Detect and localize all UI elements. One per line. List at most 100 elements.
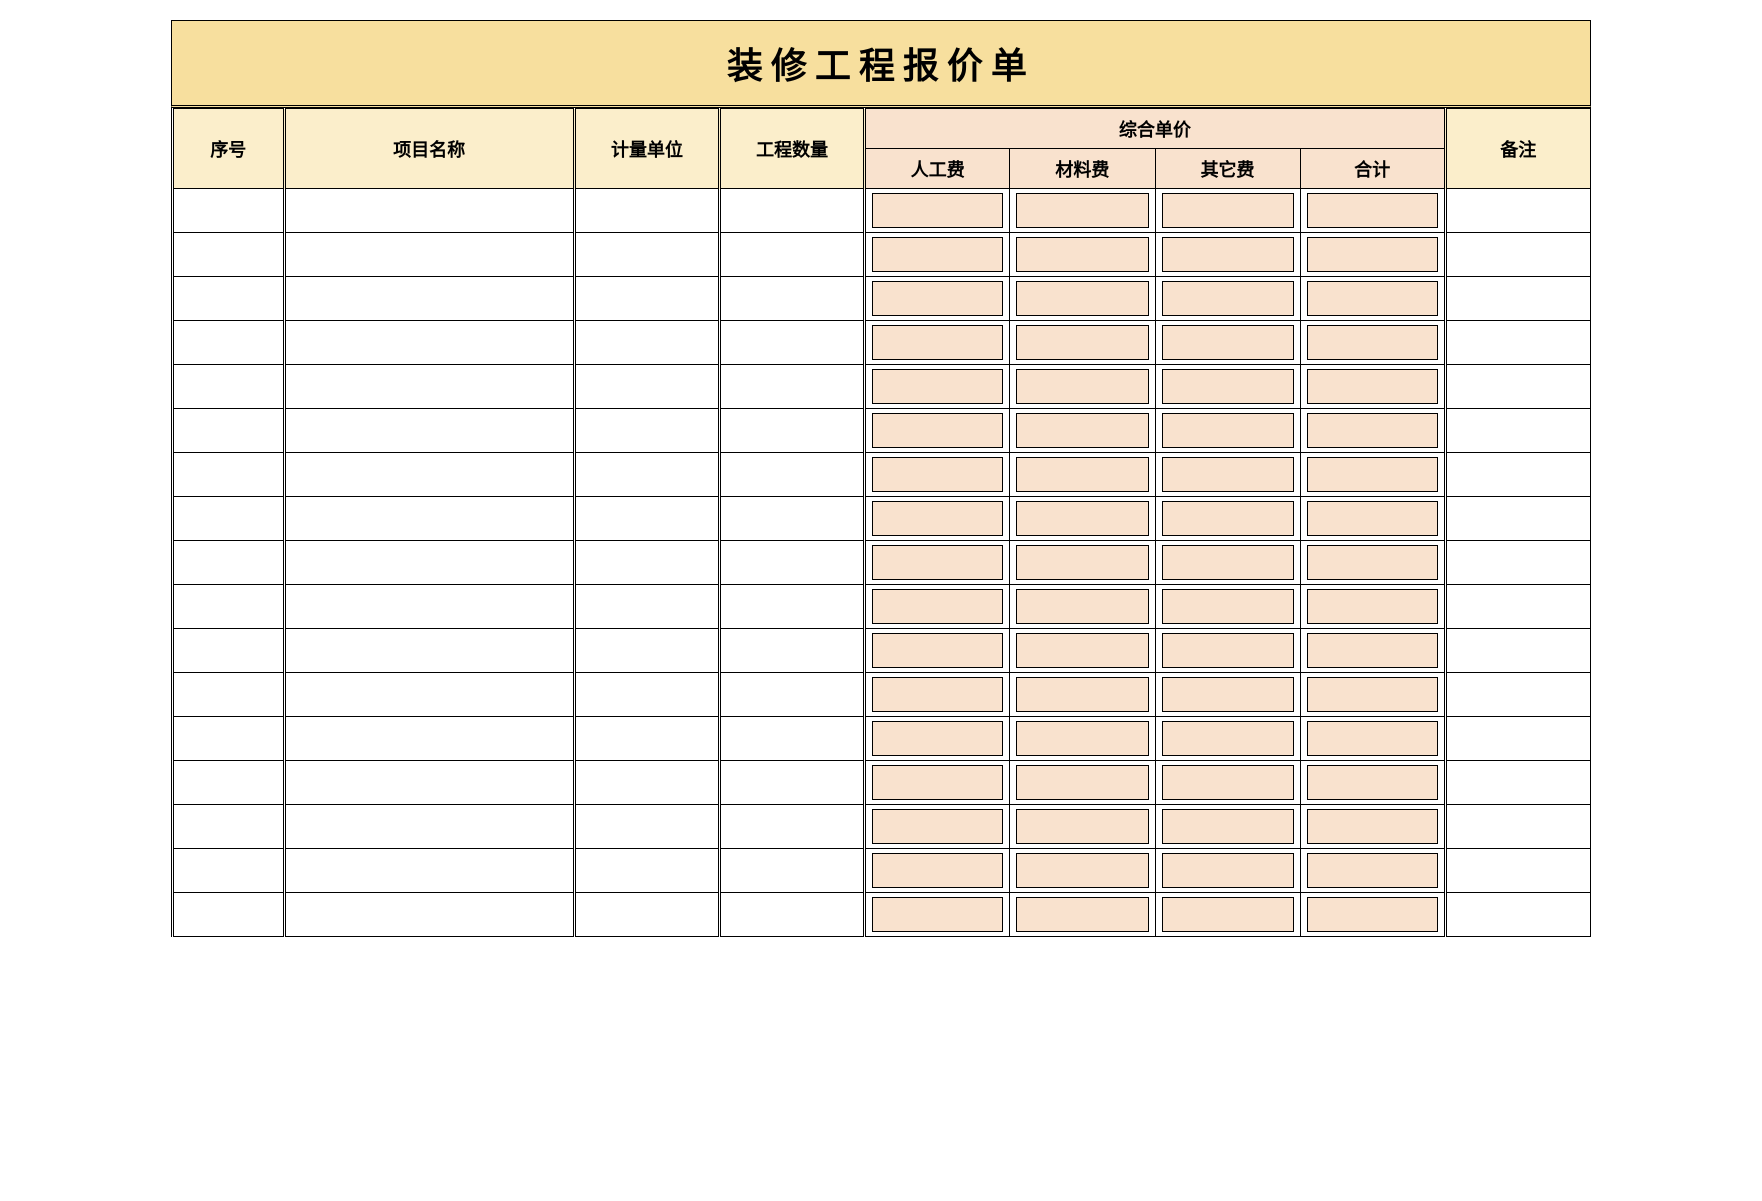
cell-total[interactable] — [1300, 365, 1445, 409]
cell-labor-input-box[interactable] — [872, 765, 1003, 800]
cell-other-input-box[interactable] — [1162, 413, 1294, 448]
cell-material[interactable] — [1010, 717, 1155, 761]
cell-qty[interactable] — [720, 893, 865, 937]
cell-total[interactable] — [1300, 409, 1445, 453]
cell-seq[interactable] — [173, 277, 285, 321]
cell-total-input-box[interactable] — [1307, 281, 1438, 316]
cell-other[interactable] — [1155, 321, 1300, 365]
cell-total[interactable] — [1300, 585, 1445, 629]
cell-other-input-box[interactable] — [1162, 193, 1294, 228]
cell-unit[interactable] — [574, 453, 719, 497]
cell-total[interactable] — [1300, 673, 1445, 717]
cell-labor-input-box[interactable] — [872, 633, 1003, 668]
cell-material-input-box[interactable] — [1016, 545, 1148, 580]
cell-material-input-box[interactable] — [1016, 281, 1148, 316]
cell-unit[interactable] — [574, 585, 719, 629]
cell-remark[interactable] — [1445, 717, 1590, 761]
cell-labor-input-box[interactable] — [872, 325, 1003, 360]
cell-other[interactable] — [1155, 453, 1300, 497]
cell-other-input-box[interactable] — [1162, 721, 1294, 756]
cell-seq[interactable] — [173, 541, 285, 585]
cell-total-input-box[interactable] — [1307, 545, 1438, 580]
cell-material-input-box[interactable] — [1016, 325, 1148, 360]
cell-remark[interactable] — [1445, 497, 1590, 541]
cell-material-input-box[interactable] — [1016, 369, 1148, 404]
cell-unit[interactable] — [574, 673, 719, 717]
cell-unit[interactable] — [574, 321, 719, 365]
cell-qty[interactable] — [720, 849, 865, 893]
cell-material[interactable] — [1010, 849, 1155, 893]
cell-total-input-box[interactable] — [1307, 193, 1438, 228]
cell-other-input-box[interactable] — [1162, 765, 1294, 800]
cell-other[interactable] — [1155, 805, 1300, 849]
cell-other[interactable] — [1155, 497, 1300, 541]
cell-material[interactable] — [1010, 365, 1155, 409]
cell-remark[interactable] — [1445, 365, 1590, 409]
cell-remark[interactable] — [1445, 541, 1590, 585]
cell-material-input-box[interactable] — [1016, 765, 1148, 800]
cell-remark[interactable] — [1445, 409, 1590, 453]
cell-remark[interactable] — [1445, 849, 1590, 893]
cell-name[interactable] — [284, 321, 574, 365]
cell-material[interactable] — [1010, 805, 1155, 849]
cell-name[interactable] — [284, 893, 574, 937]
cell-seq[interactable] — [173, 805, 285, 849]
cell-seq[interactable] — [173, 233, 285, 277]
cell-total[interactable] — [1300, 321, 1445, 365]
cell-unit[interactable] — [574, 805, 719, 849]
cell-other-input-box[interactable] — [1162, 369, 1294, 404]
cell-material-input-box[interactable] — [1016, 677, 1148, 712]
cell-total[interactable] — [1300, 761, 1445, 805]
cell-material[interactable] — [1010, 321, 1155, 365]
cell-total-input-box[interactable] — [1307, 501, 1438, 536]
cell-qty[interactable] — [720, 277, 865, 321]
cell-labor-input-box[interactable] — [872, 369, 1003, 404]
cell-labor[interactable] — [865, 673, 1010, 717]
cell-remark[interactable] — [1445, 189, 1590, 233]
cell-total-input-box[interactable] — [1307, 237, 1438, 272]
cell-total-input-box[interactable] — [1307, 677, 1438, 712]
cell-labor-input-box[interactable] — [872, 281, 1003, 316]
cell-material[interactable] — [1010, 277, 1155, 321]
cell-total[interactable] — [1300, 189, 1445, 233]
cell-material[interactable] — [1010, 541, 1155, 585]
cell-unit[interactable] — [574, 233, 719, 277]
cell-labor[interactable] — [865, 717, 1010, 761]
cell-name[interactable] — [284, 849, 574, 893]
cell-labor[interactable] — [865, 893, 1010, 937]
cell-material-input-box[interactable] — [1016, 501, 1148, 536]
cell-labor-input-box[interactable] — [872, 457, 1003, 492]
cell-other-input-box[interactable] — [1162, 677, 1294, 712]
cell-qty[interactable] — [720, 629, 865, 673]
cell-other-input-box[interactable] — [1162, 809, 1294, 844]
cell-unit[interactable] — [574, 893, 719, 937]
cell-remark[interactable] — [1445, 321, 1590, 365]
cell-labor-input-box[interactable] — [872, 897, 1003, 932]
cell-seq[interactable] — [173, 673, 285, 717]
cell-material-input-box[interactable] — [1016, 633, 1148, 668]
cell-seq[interactable] — [173, 497, 285, 541]
cell-other[interactable] — [1155, 409, 1300, 453]
cell-name[interactable] — [284, 717, 574, 761]
cell-remark[interactable] — [1445, 453, 1590, 497]
cell-other[interactable] — [1155, 629, 1300, 673]
cell-material-input-box[interactable] — [1016, 457, 1148, 492]
cell-total[interactable] — [1300, 805, 1445, 849]
cell-seq[interactable] — [173, 761, 285, 805]
cell-labor-input-box[interactable] — [872, 589, 1003, 624]
cell-material[interactable] — [1010, 673, 1155, 717]
cell-unit[interactable] — [574, 277, 719, 321]
cell-total[interactable] — [1300, 233, 1445, 277]
cell-total-input-box[interactable] — [1307, 809, 1438, 844]
cell-labor-input-box[interactable] — [872, 545, 1003, 580]
cell-material[interactable] — [1010, 409, 1155, 453]
cell-seq[interactable] — [173, 453, 285, 497]
cell-other[interactable] — [1155, 277, 1300, 321]
cell-other-input-box[interactable] — [1162, 281, 1294, 316]
cell-name[interactable] — [284, 497, 574, 541]
cell-qty[interactable] — [720, 805, 865, 849]
cell-name[interactable] — [284, 673, 574, 717]
cell-name[interactable] — [284, 541, 574, 585]
cell-remark[interactable] — [1445, 629, 1590, 673]
cell-unit[interactable] — [574, 717, 719, 761]
